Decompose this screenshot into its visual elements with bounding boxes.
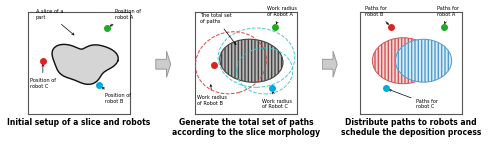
Text: Work radius
of Robot A: Work radius of Robot A [266, 6, 296, 24]
Ellipse shape [372, 38, 434, 84]
Text: Work radius
of Robot C: Work radius of Robot C [262, 92, 292, 109]
Ellipse shape [220, 39, 283, 82]
X-axis label: Distribute paths to robots and
schedule the deposition process: Distribute paths to robots and schedule … [341, 118, 482, 137]
Text: Position of
robot C: Position of robot C [30, 64, 56, 89]
Polygon shape [156, 51, 170, 77]
X-axis label: Generate the total set of paths
according to the slice morphology: Generate the total set of paths accordin… [172, 118, 320, 137]
Ellipse shape [396, 39, 452, 82]
Text: Work radius
of Robot B: Work radius of Robot B [197, 85, 227, 106]
Text: Position of
robot B: Position of robot B [102, 87, 132, 104]
Text: Paths for
robot B: Paths for robot B [366, 6, 388, 24]
Text: The total set
of paths: The total set of paths [200, 13, 236, 45]
Polygon shape [52, 44, 118, 84]
X-axis label: Initial setup of a slice and robots: Initial setup of a slice and robots [7, 118, 150, 127]
Text: Paths for
robot A: Paths for robot A [437, 6, 459, 24]
Text: Paths for
robot C: Paths for robot C [389, 89, 438, 109]
Text: A slice of a
part: A slice of a part [36, 9, 74, 35]
Polygon shape [322, 51, 337, 77]
Text: Position of
robot A: Position of robot A [110, 9, 140, 26]
